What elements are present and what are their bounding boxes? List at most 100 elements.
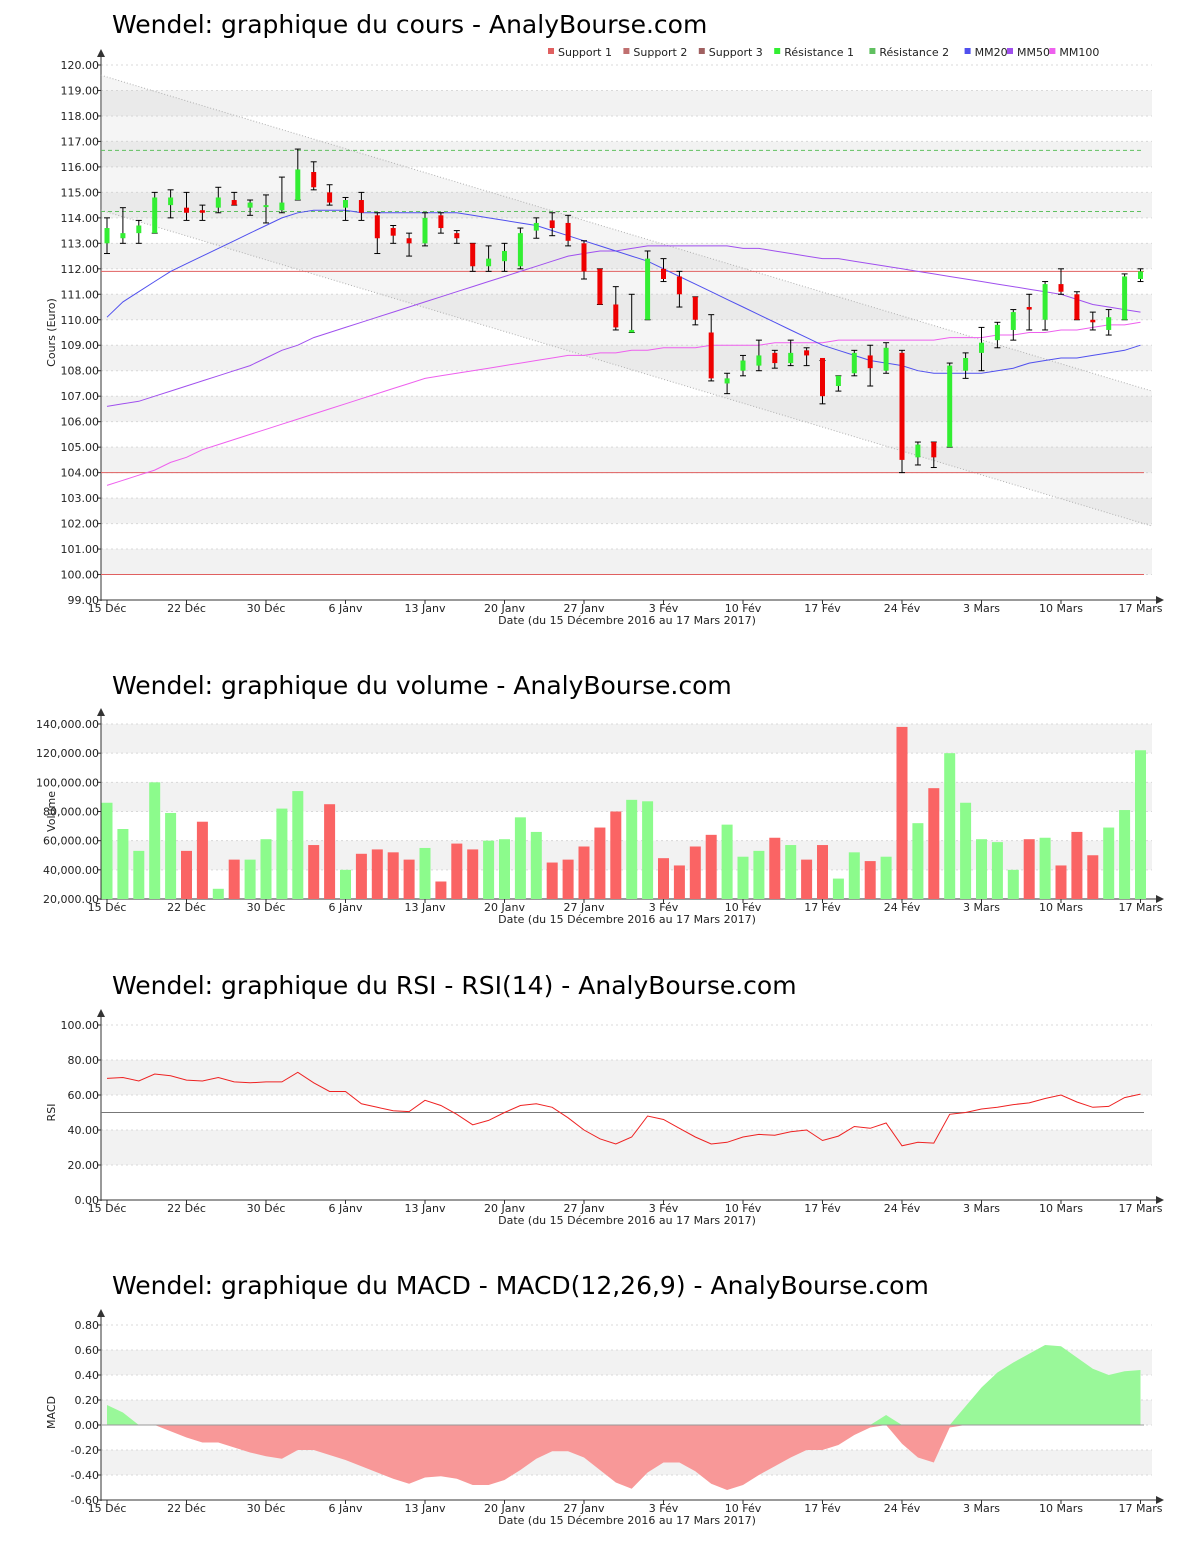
price-band [101,294,1152,320]
candle-body [899,352,905,460]
volume-bar [626,799,638,899]
candle-body [1026,307,1032,310]
volume-bar [499,839,510,899]
macd-chart-panel: Wendel: graphique du MACD - MACD(12,26,9… [0,1260,1200,1545]
candle [803,347,810,367]
volume-bar [276,808,288,899]
candle-body [486,258,492,267]
price-band [101,498,1152,524]
candle-body [279,202,285,211]
candle-body [931,442,937,458]
candle-body [867,355,873,369]
volume-bar [530,831,542,899]
volume-bar [960,802,972,899]
volume-bar [196,821,208,899]
volume-bar [991,842,1003,899]
candle-body [231,200,237,206]
candle-body [740,360,746,371]
candle [1058,268,1064,295]
candle-body [915,444,921,458]
candle-body [104,228,110,244]
macd-xtick-label: 22 Déc [167,1502,206,1515]
candle-body [358,200,364,213]
macd-xtick-label: 27 Janv [564,1502,605,1515]
price-ytick-label: 118.00 [61,110,100,123]
candle [883,342,890,374]
volume-bar [832,878,844,899]
volume-bar [610,811,622,899]
price-ytick-label: 102.00 [61,518,100,531]
candle-body [629,329,635,333]
volume-xtick-label: 10 Fév [725,901,762,914]
candle-body [327,192,333,203]
candle [549,212,556,237]
volume-bar [864,861,876,899]
rsi-xtick-label: 22 Déc [167,1202,206,1215]
candle [708,314,715,382]
candle [676,270,683,308]
candle [1105,309,1112,336]
volume-bar [165,812,177,899]
rsi-xtick-label: 13 Janv [405,1202,446,1215]
candle-body [168,197,174,206]
candle [151,191,158,234]
volume-xtick-label: 13 Janv [405,901,446,914]
candle-body [676,276,682,295]
candle [485,245,492,272]
macd-xtick-label: 10 Fév [725,1502,762,1515]
legend-entry: Support 1 [558,46,612,59]
price-ytick-label: 100.00 [61,569,100,582]
price-ytick-label: 111.00 [61,288,100,301]
candle [740,354,746,377]
volume-bar [435,881,447,899]
legend-entry: Support 2 [633,46,687,59]
candle-body [1138,271,1143,279]
volume-bar [117,829,129,899]
candle [517,227,524,270]
candle-body [1122,276,1128,320]
volume-bar [212,888,224,899]
rsi-xtick-label: 6 Janv [329,1202,363,1215]
volume-x-arrow [1156,895,1164,903]
volume-bar [817,845,828,899]
rsi-ytick-label: 80.00 [68,1054,100,1067]
macd-ytick-label: 0.00 [75,1419,100,1432]
macd-positive-area [107,1345,1141,1425]
candle-body [120,233,126,239]
candle [1042,281,1049,331]
macd-xtick-label: 3 Mars [963,1502,1000,1515]
volume-bar [1055,865,1067,899]
volume-bar [1023,839,1035,899]
candle [326,184,333,206]
rsi-xtick-label: 30 Déc [247,1202,286,1215]
volume-bar [133,850,145,899]
candle [851,349,858,377]
candle [946,362,953,448]
candle [533,217,540,239]
candle-body [661,268,666,279]
legend-swatch [698,48,705,54]
volume-bar [1039,837,1051,899]
volume-ytick-label: 100,000.00 [36,776,99,789]
candle [390,225,397,244]
price-xtick-label: 3 Fév [649,602,679,615]
price-ytick-label: 116.00 [61,161,100,174]
candle-body [502,250,507,262]
price-ytick-label: 103.00 [61,492,100,505]
candle [755,339,762,372]
rsi-xtick-label: 27 Janv [564,1202,605,1215]
price-xtick-label: 30 Déc [247,602,286,615]
candle-body [979,342,984,353]
rsi-ytick-label: 0.00 [75,1194,100,1207]
price-x-arrow [1156,596,1164,604]
price-chart: 99.00 100.00 101.00 102.00 103.00 104.00 105.0… [45,46,1164,627]
candle [1026,293,1033,331]
price-xtick-label: 22 Déc [167,602,206,615]
volume-bar [721,824,733,899]
candle-body [994,324,1000,341]
volume-bar [228,859,240,899]
candle [644,250,651,321]
rsi-line [106,1071,1141,1147]
rsi-chart-panel: Wendel: graphique du RSI - RSI(14) - Ana… [0,960,1200,1240]
macd-xtick-label: 10 Mars [1039,1502,1083,1515]
